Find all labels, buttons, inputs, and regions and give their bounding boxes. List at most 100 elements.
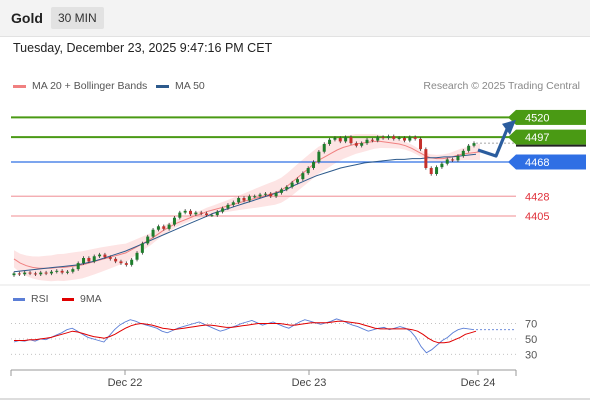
rsi-tick-50: 50 — [525, 334, 537, 346]
candle — [221, 206, 225, 214]
candle-body — [92, 256, 96, 262]
candle-body — [370, 139, 374, 141]
x-tick-label: Dec 22 — [108, 377, 143, 389]
candle — [435, 165, 439, 176]
candle-body — [87, 258, 91, 262]
candle — [231, 200, 235, 207]
candle-body — [381, 137, 385, 139]
candle-body — [49, 271, 53, 274]
pivot-tag-pointer — [508, 154, 516, 170]
candle-body — [114, 258, 118, 262]
candle — [349, 135, 353, 145]
candle-body — [199, 212, 203, 214]
candle — [419, 137, 423, 151]
candle — [242, 196, 246, 203]
candle-body — [285, 186, 289, 190]
candle — [360, 141, 364, 148]
candle-body — [461, 150, 465, 156]
candle — [456, 154, 460, 162]
candle — [172, 216, 176, 227]
candle-body — [231, 202, 235, 205]
candle — [402, 136, 406, 143]
candle-body — [124, 263, 128, 265]
candle — [210, 213, 214, 217]
candle — [23, 270, 27, 276]
candle-body — [98, 254, 102, 257]
candle — [199, 210, 203, 216]
candle — [17, 271, 21, 276]
candle-body — [322, 144, 326, 152]
bollinger-band — [14, 134, 480, 282]
candle-body — [274, 192, 278, 197]
candle-body — [23, 272, 27, 275]
candle-body — [12, 273, 16, 276]
pivot-label: 4468 — [525, 157, 549, 169]
credit-text: Research © 2025 Trading Central — [423, 80, 580, 92]
candle-body — [354, 143, 358, 146]
candle-body — [445, 159, 449, 164]
candle-body — [28, 272, 32, 274]
candle-body — [242, 198, 246, 201]
legend-9ma-label: 9MA — [80, 293, 102, 305]
candle — [124, 261, 128, 267]
candle — [162, 224, 166, 231]
candle-body — [333, 138, 337, 140]
candle-body — [183, 210, 187, 213]
legend-bollinger-label: MA 20 + Bollinger Bands — [32, 80, 148, 92]
rsi-line — [13, 318, 475, 354]
candle — [156, 224, 160, 232]
pivot-tag — [516, 154, 586, 170]
candle-body — [205, 213, 209, 216]
candle-body — [456, 156, 460, 161]
bottom-border — [0, 398, 590, 400]
candle — [333, 136, 337, 142]
candle — [461, 149, 465, 158]
candle — [215, 210, 219, 217]
candle — [183, 209, 187, 215]
header-bar: Gold 30 MIN — [0, 0, 590, 37]
candle-body — [312, 162, 316, 168]
candle-body — [424, 149, 428, 168]
candle-body — [263, 193, 267, 195]
timeframe-button[interactable]: 30 MIN — [51, 7, 104, 29]
candle-body — [76, 263, 80, 270]
candle-body — [82, 258, 86, 264]
resistance-2-label: 4520 — [525, 112, 549, 124]
candle — [386, 134, 390, 140]
candle-body — [435, 167, 439, 174]
candle — [253, 194, 257, 198]
legend-rsi-label: RSI — [31, 293, 49, 305]
ma9-swatch — [62, 297, 74, 301]
candle — [130, 258, 134, 267]
x-axis: Dec 22 Dec 23 Dec 24 — [10, 369, 517, 389]
candle — [424, 147, 428, 170]
rsi-tick-30: 30 — [525, 349, 537, 361]
candle — [472, 141, 476, 148]
candle — [451, 157, 455, 162]
candle-body — [338, 138, 342, 142]
candle-body — [215, 211, 219, 216]
candle-body — [33, 273, 37, 275]
candle-body — [237, 198, 241, 203]
candle-body — [419, 138, 423, 150]
candle — [151, 228, 155, 239]
candle-body — [301, 173, 305, 180]
resistance-1-label: 4497 — [525, 132, 549, 144]
candle — [226, 203, 230, 210]
candle — [295, 177, 299, 185]
candle-body — [258, 194, 262, 197]
candle — [114, 257, 118, 264]
candle — [87, 256, 91, 264]
legend-9ma: 9MA — [62, 293, 102, 305]
candle — [92, 254, 96, 264]
candle-body — [108, 257, 112, 259]
rsi-swatch — [13, 297, 25, 301]
candle-body — [140, 243, 144, 253]
x-tick-label: Dec 23 — [292, 377, 327, 389]
candle — [408, 135, 412, 143]
candle — [328, 138, 332, 146]
resistance-1-tag — [516, 129, 586, 145]
forecast-arrowhead-icon — [502, 119, 516, 135]
candle-body — [360, 143, 364, 146]
